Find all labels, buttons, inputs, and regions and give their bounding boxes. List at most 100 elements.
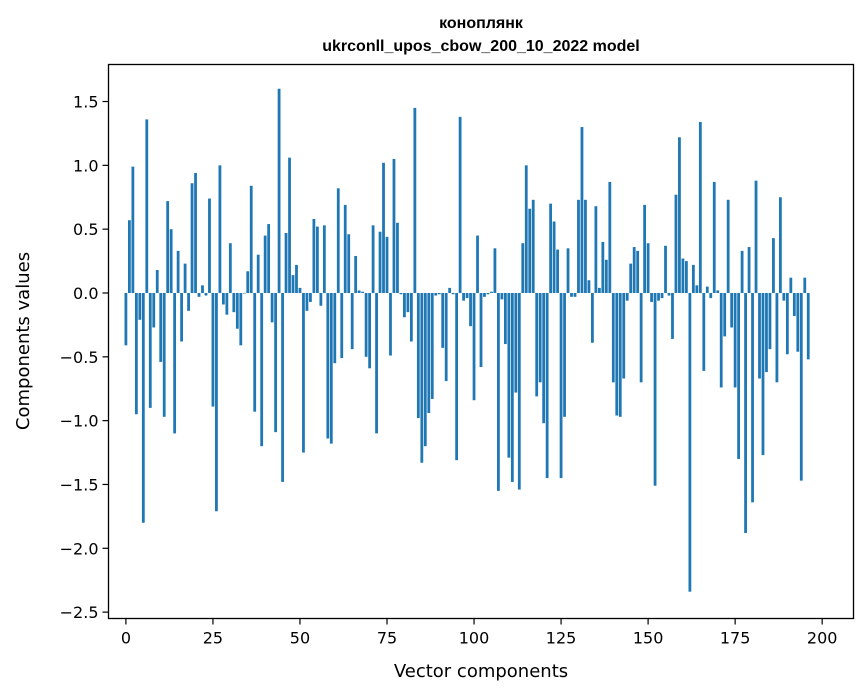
bar-151	[650, 292, 653, 302]
bar-10	[159, 292, 163, 362]
y-tick-label: −0.5	[60, 348, 99, 367]
bar-168	[709, 292, 713, 299]
bar-187	[775, 292, 779, 383]
bar-105	[490, 291, 493, 293]
bar-101	[476, 235, 479, 293]
bar-96	[458, 116, 462, 293]
bar-171	[719, 292, 723, 388]
bar-57	[322, 225, 326, 293]
bar-122	[549, 203, 553, 293]
bar-142	[618, 292, 622, 417]
bar-69	[364, 292, 368, 357]
bar-83	[413, 107, 417, 293]
bar-49	[295, 264, 298, 293]
bar-188	[779, 197, 782, 293]
bar-19	[190, 183, 194, 293]
bar-9	[155, 270, 159, 293]
bar-71	[371, 225, 375, 293]
bar-51	[302, 292, 305, 453]
bar-36	[249, 185, 253, 293]
bar-140	[611, 292, 615, 383]
bar-50	[298, 287, 302, 293]
bar-31	[232, 292, 236, 313]
x-axis-label: Vector components	[394, 661, 568, 682]
bar-58	[326, 292, 330, 439]
bar-110	[507, 292, 511, 458]
bar-29	[225, 292, 229, 315]
x-tick-label: 100	[459, 629, 490, 648]
bar-118	[535, 292, 539, 397]
bar-173	[726, 199, 730, 293]
bar-61	[336, 188, 340, 293]
bar-178	[744, 292, 747, 533]
bar-90	[437, 292, 441, 295]
bar-37	[253, 292, 257, 412]
bar-28	[221, 292, 225, 305]
bar-77	[392, 158, 396, 293]
bar-179	[747, 247, 751, 293]
bar-48	[291, 275, 295, 293]
bar-93	[448, 287, 452, 293]
x-tick-label: 200	[807, 629, 838, 648]
bar-55	[315, 226, 319, 293]
bar-146	[632, 247, 636, 293]
bar-85	[420, 292, 424, 463]
bar-141	[615, 292, 619, 416]
bar-12	[166, 201, 170, 293]
bar-134	[591, 292, 594, 343]
bar-5	[141, 292, 145, 523]
y-tick-label: 0.0	[73, 284, 98, 303]
bar-130	[577, 199, 580, 293]
bar-46	[284, 233, 288, 293]
bar-125	[559, 292, 563, 479]
bar-78	[396, 222, 399, 293]
bar-112	[514, 292, 518, 393]
bar-111	[510, 292, 514, 482]
bar-94	[451, 292, 455, 295]
bar-34	[242, 292, 246, 294]
bar-80	[403, 292, 406, 318]
y-tick-label: −1.0	[60, 412, 99, 431]
y-tick-label: 1.0	[73, 156, 98, 175]
bar-33	[239, 292, 243, 346]
bar-54	[312, 218, 316, 293]
bar-154	[660, 292, 664, 299]
bar-121	[545, 292, 549, 479]
bar-59	[329, 292, 333, 444]
bar-186	[772, 238, 775, 293]
bar-42	[270, 292, 274, 323]
x-tick-label: 50	[290, 629, 310, 648]
bar-114	[521, 243, 525, 293]
bar-147	[636, 250, 640, 293]
bar-194	[799, 292, 803, 481]
bar-116	[528, 208, 532, 293]
bar-60	[333, 292, 337, 364]
bar-169	[712, 181, 716, 293]
x-tick-label: 25	[203, 629, 223, 648]
bar-128	[570, 292, 573, 297]
bar-88	[430, 292, 434, 399]
bar-129	[573, 292, 577, 297]
bar-138	[604, 259, 608, 293]
y-axis-label: Components values	[13, 252, 34, 430]
bar-2	[131, 166, 135, 293]
bar-160	[681, 258, 685, 293]
bar-164	[695, 285, 699, 293]
bar-152	[653, 292, 657, 486]
bar-25	[211, 292, 215, 407]
bar-189	[782, 292, 786, 301]
bar-109	[503, 292, 507, 345]
bar-14	[173, 292, 177, 434]
bar-74	[382, 162, 385, 293]
bar-108	[500, 292, 504, 300]
bar-84	[416, 292, 420, 419]
bar-65	[350, 292, 354, 350]
bar-137	[601, 241, 605, 293]
bar-100	[472, 292, 476, 401]
bar-165	[698, 121, 702, 293]
bar-1	[128, 220, 131, 293]
bar-98	[465, 292, 469, 299]
bar-41	[267, 224, 271, 293]
bar-144	[625, 292, 629, 301]
